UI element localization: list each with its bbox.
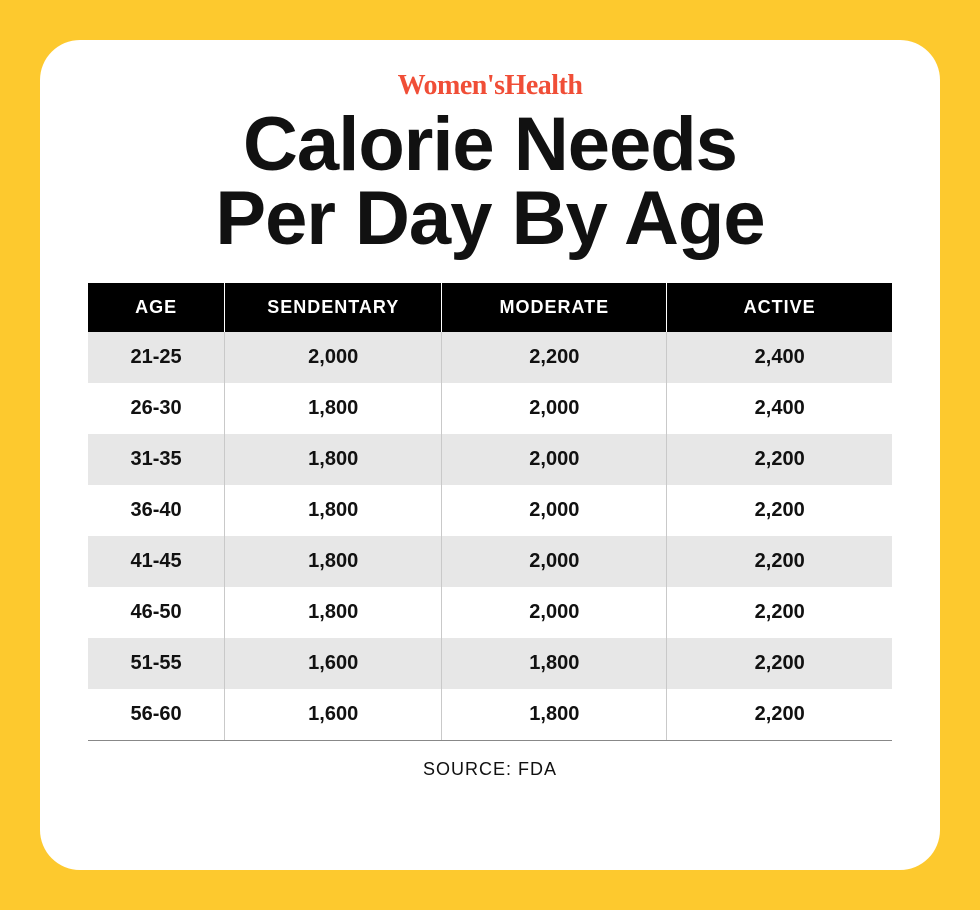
cell-age: 21-25 [88, 332, 225, 383]
source-label: SOURCE: FDA [88, 759, 892, 780]
table-row: 51-55 1,600 1,800 2,200 [88, 638, 892, 689]
cell-sedentary: 1,800 [225, 383, 442, 434]
table-row: 31-35 1,800 2,000 2,200 [88, 434, 892, 485]
cell-sedentary: 1,800 [225, 485, 442, 536]
cell-moderate: 2,000 [442, 536, 667, 587]
cell-moderate: 2,000 [442, 434, 667, 485]
table-row: 36-40 1,800 2,000 2,200 [88, 485, 892, 536]
cell-active: 2,200 [667, 638, 892, 689]
cell-age: 46-50 [88, 587, 225, 638]
col-active: ACTIVE [667, 283, 892, 332]
cell-age: 56-60 [88, 689, 225, 741]
table-row: 41-45 1,800 2,000 2,200 [88, 536, 892, 587]
table-row: 46-50 1,800 2,000 2,200 [88, 587, 892, 638]
cell-active: 2,200 [667, 485, 892, 536]
cell-age: 31-35 [88, 434, 225, 485]
table-row: 26-30 1,800 2,000 2,400 [88, 383, 892, 434]
table-row: 56-60 1,600 1,800 2,200 [88, 689, 892, 741]
table-header-row: AGE SENDENTARY MODERATE ACTIVE [88, 283, 892, 332]
cell-age: 51-55 [88, 638, 225, 689]
cell-age: 36-40 [88, 485, 225, 536]
cell-sedentary: 1,600 [225, 689, 442, 741]
cell-sedentary: 1,800 [225, 434, 442, 485]
cell-sedentary: 1,800 [225, 536, 442, 587]
title-line-2: Per Day By Age [215, 176, 764, 261]
cell-active: 2,400 [667, 332, 892, 383]
cell-sedentary: 1,800 [225, 587, 442, 638]
cell-moderate: 2,000 [442, 485, 667, 536]
cell-active: 2,400 [667, 383, 892, 434]
cell-moderate: 2,000 [442, 587, 667, 638]
cell-active: 2,200 [667, 536, 892, 587]
info-card: Women'sHealth Calorie Needs Per Day By A… [40, 40, 940, 870]
cell-moderate: 1,800 [442, 638, 667, 689]
cell-moderate: 2,000 [442, 383, 667, 434]
cell-active: 2,200 [667, 689, 892, 741]
col-sedentary: SENDENTARY [225, 283, 442, 332]
brand-logo: Women'sHealth [88, 70, 892, 102]
cell-active: 2,200 [667, 587, 892, 638]
cell-moderate: 1,800 [442, 689, 667, 741]
table-row: 21-25 2,000 2,200 2,400 [88, 332, 892, 383]
calorie-table: AGE SENDENTARY MODERATE ACTIVE 21-25 2,0… [88, 283, 892, 741]
cell-sedentary: 1,600 [225, 638, 442, 689]
cell-age: 26-30 [88, 383, 225, 434]
page-title: Calorie Needs Per Day By Age [88, 108, 892, 257]
cell-sedentary: 2,000 [225, 332, 442, 383]
col-age: AGE [88, 283, 225, 332]
col-moderate: MODERATE [442, 283, 667, 332]
title-line-1: Calorie Needs [243, 102, 737, 187]
table-body: 21-25 2,000 2,200 2,400 26-30 1,800 2,00… [88, 332, 892, 741]
cell-active: 2,200 [667, 434, 892, 485]
cell-moderate: 2,200 [442, 332, 667, 383]
cell-age: 41-45 [88, 536, 225, 587]
